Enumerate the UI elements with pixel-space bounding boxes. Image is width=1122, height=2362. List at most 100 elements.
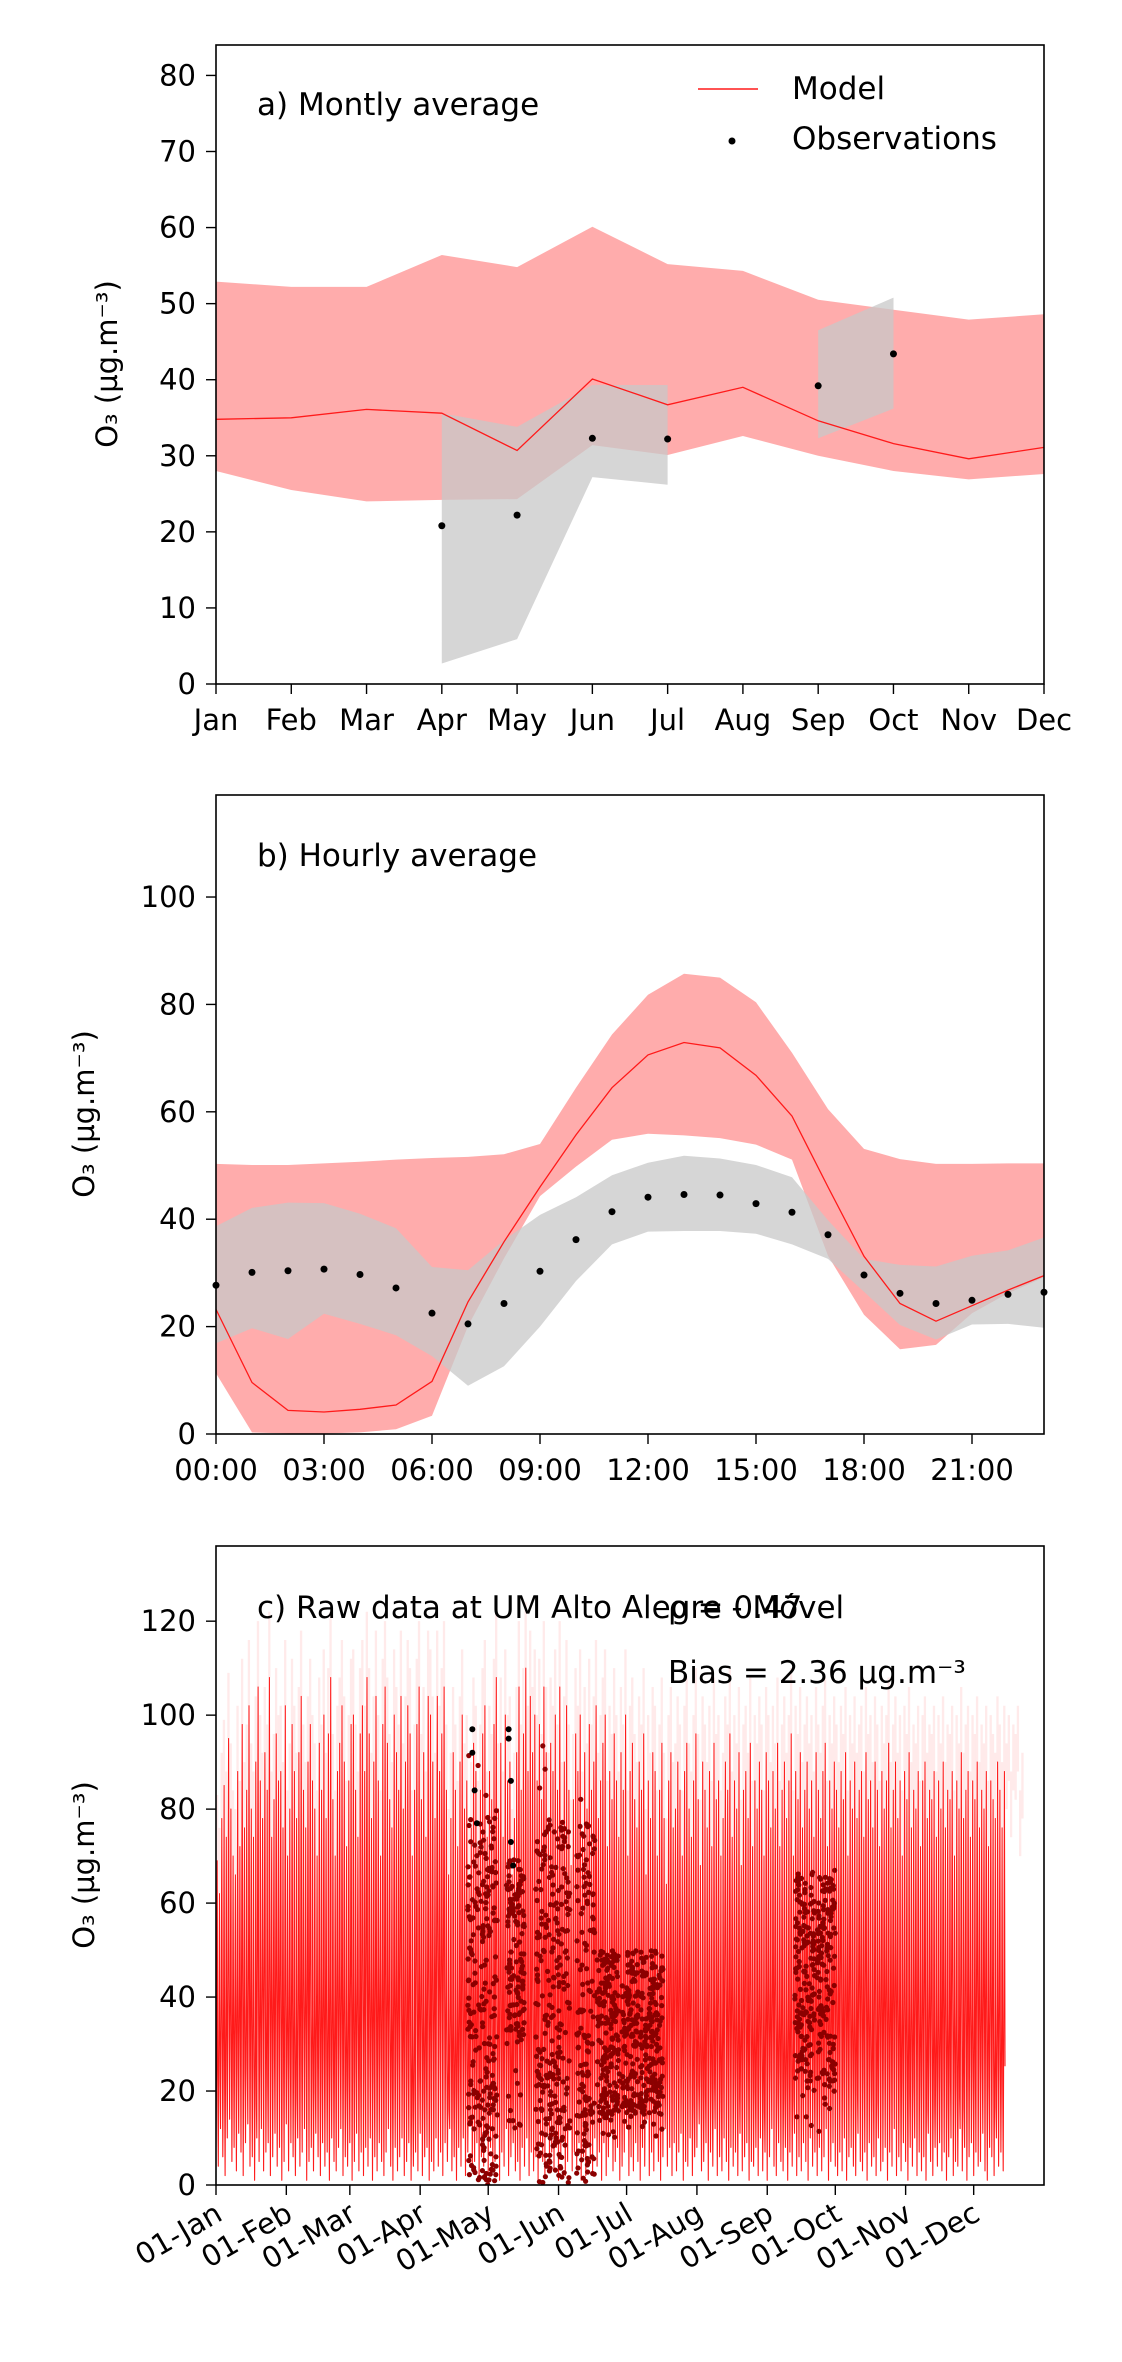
observation-point [622, 2033, 628, 2039]
observation-point [615, 1993, 621, 1999]
observation-point [559, 2154, 565, 2160]
observation-point [473, 2047, 479, 2053]
observation-point [827, 1957, 833, 1963]
panel-a-ylabel: O₃ (µg.m⁻³) [90, 280, 124, 448]
panel-c-ytick-label: 40 [159, 1980, 196, 2014]
observation-point [580, 1992, 586, 1998]
observation-point [793, 1966, 799, 1972]
observation-point [534, 2146, 540, 2152]
observation-point [491, 2006, 497, 2012]
observation-point [823, 1977, 829, 1983]
observation-point [248, 1268, 256, 1276]
observation-point [798, 2033, 804, 2039]
observation-point [649, 1961, 656, 1967]
observation-point [608, 2025, 614, 2031]
observation-point [534, 1935, 540, 1941]
observation-point [634, 2056, 640, 2062]
observation-point [825, 2057, 832, 2063]
observation-point [819, 1934, 825, 1940]
panel-b-xtick-label: 15:00 [714, 1453, 798, 1487]
observation-point [546, 1932, 552, 1938]
observation-point [487, 1928, 494, 1934]
observation-point [607, 2082, 613, 2088]
panel-raw-data: 02040608010012001-Jan01-Feb01-Mar01-Apr0… [67, 1545, 1045, 2279]
observation-point [493, 2133, 499, 2139]
observation-point [797, 1909, 803, 1915]
observation-point [545, 2020, 551, 2026]
observation-point [500, 1300, 508, 1308]
observation-point [614, 2033, 621, 2039]
observation-point [483, 1957, 489, 1963]
observation-point [648, 1948, 654, 1954]
observation-point [521, 2032, 527, 2038]
observation-point [521, 2000, 527, 2006]
observation-point [514, 2080, 521, 2086]
observation-point [614, 1973, 621, 1980]
observation-point [630, 1950, 636, 1956]
observation-point [494, 2092, 500, 2098]
observation-point [653, 2041, 660, 2047]
panel-b-ytick-label: 100 [141, 880, 196, 914]
observation-point [542, 2016, 548, 2022]
observation-point [810, 1869, 816, 1875]
panel-a-xtick-label: Feb [266, 703, 317, 737]
observation-point [587, 1927, 593, 1933]
observation-point [547, 2070, 553, 2076]
observation-point [819, 1961, 825, 1967]
observation-point [590, 1891, 596, 1897]
observation-point [505, 2008, 511, 2014]
observation-point [804, 1973, 810, 1979]
observation-point [815, 1908, 821, 1914]
observation-point [551, 1974, 557, 1980]
observation-point [806, 2042, 812, 2048]
observation-point [608, 1208, 616, 1216]
panel-b-xtick-label: 18:00 [822, 1453, 906, 1487]
observation-point [565, 1911, 571, 1918]
observation-point [543, 2161, 549, 2167]
observation-point [510, 1862, 517, 1869]
observation-point [591, 1846, 598, 1852]
observation-point [534, 1972, 541, 1978]
observation-point [566, 2175, 572, 2181]
observation-point [472, 1842, 478, 1848]
observation-point [620, 2080, 626, 2087]
observation-point [797, 2016, 803, 2022]
panel-a-xtick-label: Apr [417, 703, 467, 737]
panel-a-xtick-label: Jul [648, 703, 685, 737]
panel-b-xtick-label: 03:00 [282, 1453, 366, 1487]
observation-point [806, 1981, 812, 1987]
observation-point [480, 2115, 486, 2121]
observation-point [815, 1938, 821, 1944]
observation-point [637, 2034, 644, 2040]
observation-point [598, 2013, 605, 2019]
observation-point [889, 350, 897, 358]
observation-point [659, 2126, 665, 2132]
observation-point [605, 1975, 611, 1981]
observation-point [827, 1917, 834, 1924]
observation-point [543, 2116, 549, 2122]
observation-point [520, 1970, 526, 1976]
panel-a-legend: Model Observations [698, 71, 997, 157]
observation-point [832, 1930, 838, 1936]
observation-point [549, 2038, 555, 2044]
observation-point [562, 2029, 569, 2036]
observation-point [816, 2040, 822, 2046]
observation-point [466, 2007, 472, 2013]
observation-point [585, 1823, 592, 1829]
observation-point [641, 1973, 648, 1979]
observation-point [543, 2072, 549, 2078]
observation-point [818, 2021, 824, 2027]
observation-point [490, 1981, 496, 1987]
observation-point [560, 1866, 566, 1872]
observation-point [824, 1984, 830, 1990]
observation-point [541, 2046, 547, 2052]
observation-point [552, 2167, 559, 2173]
observation-point [485, 2102, 491, 2108]
observation-point [467, 2153, 473, 2159]
observation-point [555, 1906, 561, 1912]
observation-point [534, 1966, 540, 1972]
observation-point [657, 2022, 663, 2028]
observation-point [556, 1931, 562, 1937]
observation-point [465, 2026, 471, 2032]
observation-point [479, 2020, 486, 2026]
